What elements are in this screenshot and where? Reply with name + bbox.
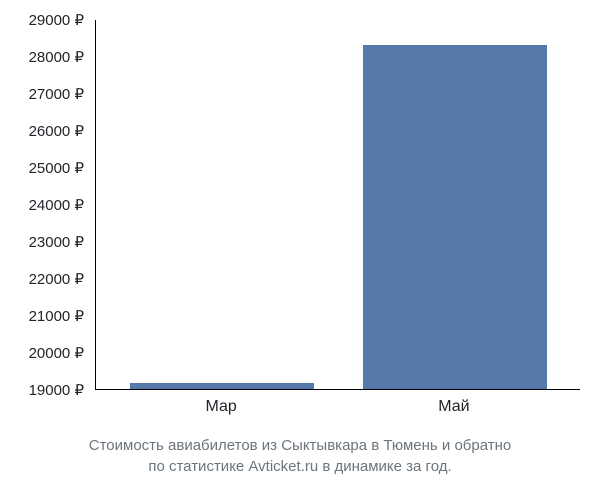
y-tick-label: 22000 ₽ xyxy=(29,270,84,288)
price-chart: 19000 ₽ 20000 ₽ 21000 ₽ 22000 ₽ 23000 ₽ 24000… xyxy=(0,0,600,500)
bar-0 xyxy=(130,383,314,389)
y-tick-label: 27000 ₽ xyxy=(29,85,84,103)
caption-line-1: Стоимость авиабилетов из Сыктывкара в Тю… xyxy=(10,435,590,456)
bar-1 xyxy=(363,45,547,389)
y-tick-label: 26000 ₽ xyxy=(29,122,84,140)
y-tick-label: 24000 ₽ xyxy=(29,196,84,214)
x-axis: Мар Май xyxy=(95,398,580,422)
y-tick-label: 25000 ₽ xyxy=(29,159,84,177)
y-tick-label: 21000 ₽ xyxy=(29,307,84,325)
y-tick-label: 19000 ₽ xyxy=(29,381,84,399)
y-tick-label: 20000 ₽ xyxy=(29,344,84,362)
y-tick-label: 23000 ₽ xyxy=(29,233,84,251)
plot-area xyxy=(95,20,580,390)
y-tick-label: 29000 ₽ xyxy=(29,11,84,29)
y-tick-label: 28000 ₽ xyxy=(29,48,84,66)
x-tick-label: Май xyxy=(438,398,469,416)
chart-caption: Стоимость авиабилетов из Сыктывкара в Тю… xyxy=(0,435,600,477)
caption-line-2: по статистике Avticket.ru в динамике за … xyxy=(10,456,590,477)
x-tick-label: Мар xyxy=(205,398,236,416)
